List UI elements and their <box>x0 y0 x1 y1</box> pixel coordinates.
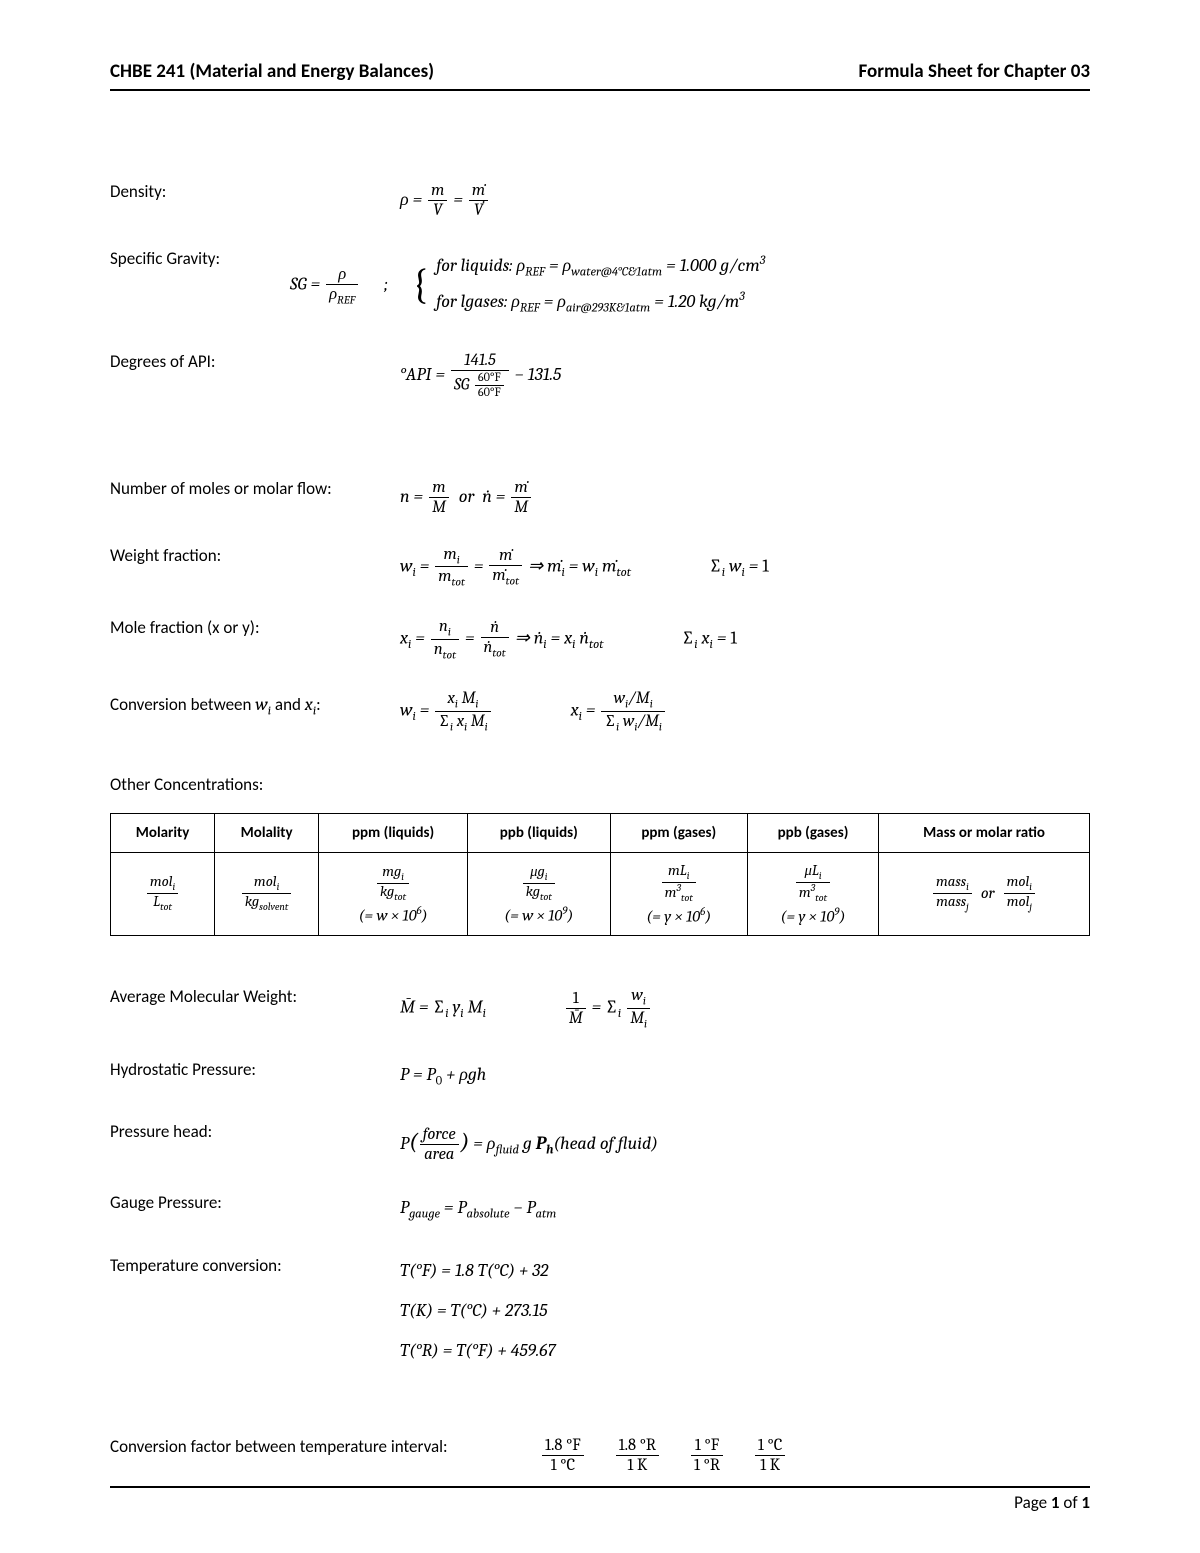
row-avgmw: Average Molecular Weight: M̄ = ∑i yi Mi … <box>110 986 1090 1030</box>
formula-density: ρ = mV = ṁV̇ <box>400 181 490 220</box>
th-ppm-liq: ppm (liquids) <box>319 813 468 852</box>
td-ppm-liq: mgikgtot(= w × 106) <box>319 852 468 936</box>
concentration-table: Molarity Molality ppm (liquids) ppb (liq… <box>110 813 1090 937</box>
label-wfrac: Weight fraction: <box>110 545 400 566</box>
td-ppb-liq: μgikgtot(= w × 109) <box>468 852 610 936</box>
row-wfrac: Weight fraction: wi = mimtot = ṁṁtot ⇒ ṁ… <box>110 545 1090 589</box>
table-header-row: Molarity Molality ppm (liquids) ppb (liq… <box>111 813 1090 852</box>
row-temp-r: T(°R) = T(°F) + 459.67 <box>110 1335 1090 1367</box>
row-temp-k: T(K) = T(°C) + 273.15 <box>110 1295 1090 1327</box>
formula-temp: T(°F) = 1.8 T(°C) + 32 <box>400 1255 548 1287</box>
sg-liquids-val: = 1.000 g/cm <box>662 255 760 276</box>
row-mfrac: Mole fraction (x or y): xi = nintot = ṅṅ… <box>110 617 1090 661</box>
td-molarity: moliLtot <box>111 852 215 936</box>
formula-sg: SG = ρρREF ; { for liquids: ρREF = ρwate… <box>290 248 765 323</box>
label-moles: Number of moles or molar flow: <box>110 478 400 499</box>
row-density: Density: ρ = mV = ṁV̇ <box>110 181 1090 220</box>
th-ppb-gas: ppb (gases) <box>748 813 879 852</box>
header-left: CHBE 241 (Material and Energy Balances) <box>110 60 434 83</box>
formula-conv: wi = xi Mi∑i xi Mi xi = wi/Mi∑i wi/Mi <box>400 689 667 733</box>
row-sg: Specific Gravity: SG = ρρREF ; { for liq… <box>110 248 1090 323</box>
label-phead: Pressure head: <box>110 1121 400 1142</box>
row-convfactor: Conversion factor between temperature in… <box>110 1436 1090 1475</box>
row-phead: Pressure head: P(forcearea) = ρfluid g P… <box>110 1121 1090 1164</box>
formula-gauge: P­gauge = Pabsolute − Patm <box>400 1192 556 1226</box>
row-moles: Number of moles or molar flow: n = mM or… <box>110 478 1090 517</box>
row-api: Degrees of API: °API = 141.5 SG 60°F60°F… <box>110 351 1090 400</box>
formula-temp-r: T(°R) = T(°F) + 459.67 <box>400 1335 556 1367</box>
row-gauge: Gauge Pressure: P­gauge = Pabsolute − Pa… <box>110 1192 1090 1226</box>
formula-convfactor: 1.8 °F1 °C 1.8 °R1 K 1 °F1 °R 1 °C1 K <box>540 1436 787 1475</box>
row-temp: Temperature conversion: T(°F) = 1.8 T(°C… <box>110 1255 1090 1287</box>
api-num: 141.5 <box>451 351 509 371</box>
footer-mid: of <box>1060 1492 1082 1513</box>
table-row: moliLtot molikgsolvent mgikgtot(= w × 10… <box>111 852 1090 936</box>
td-ppb-gas: μLim3tot(= y × 109) <box>748 852 879 936</box>
sg-gases-val: = 1.20 kg/m <box>650 291 739 312</box>
formula-phead: P(forcearea) = ρfluid g Ph(head of fluid… <box>400 1121 658 1164</box>
label-api: Degrees of API: <box>110 351 400 372</box>
label-gauge: Gauge Pressure: <box>110 1192 400 1213</box>
footer-prefix: Page <box>1014 1492 1051 1513</box>
formula-moles: n = mM or ṅ = ṁM <box>400 478 533 517</box>
page-footer: Page 1 of 1 <box>110 1486 1090 1513</box>
label-hydro: Hydrostatic Pressure: <box>110 1059 400 1080</box>
footer-total: 1 <box>1081 1492 1090 1513</box>
api-const2: 131.5 <box>528 363 562 384</box>
row-hydro: Hydrostatic Pressure: P = P0 + ρgh <box>110 1059 1090 1093</box>
th-ppb-liq: ppb (liquids) <box>468 813 610 852</box>
th-ppm-gas: ppm (gases) <box>610 813 747 852</box>
label-convfactor: Conversion factor between temperature in… <box>110 1436 540 1457</box>
page-header: CHBE 241 (Material and Energy Balances) … <box>110 60 1090 91</box>
td-molality: molikgsolvent <box>215 852 319 936</box>
th-molality: Molality <box>215 813 319 852</box>
formula-wfrac: wi = mimtot = ṁṁtot ⇒ ṁi = wi ṁtot ∑i wi… <box>400 545 1090 589</box>
formula-temp-k: T(K) = T(°C) + 273.15 <box>400 1295 547 1327</box>
formula-hydro: P = P0 + ρgh <box>400 1059 486 1093</box>
header-right: Formula Sheet for Chapter 03 <box>859 60 1090 83</box>
subheading-other-conc: Other Concentrations: <box>110 774 1090 795</box>
page: CHBE 241 (Material and Energy Balances) … <box>0 0 1200 1553</box>
formula-avgmw: M̄ = ∑i yi Mi 1M̄ = ∑i wiMi <box>400 986 652 1030</box>
formula-mfrac: xi = nintot = ṅṅtot ⇒ ṅi = xi ṅtot ∑i xi… <box>400 617 1090 661</box>
formula-api: °API = 141.5 SG 60°F60°F − 131.5 <box>400 351 561 400</box>
sg-liquids-prefix: for liquids: <box>436 255 516 276</box>
label-mfrac: Mole fraction (x or y): <box>110 617 400 638</box>
label-conv: Conversion between wi and xi: <box>110 689 400 723</box>
row-conv: Conversion between wi and xi: wi = xi Mi… <box>110 689 1090 733</box>
label-sg: Specific Gravity: <box>110 248 290 269</box>
label-density: Density: <box>110 181 400 202</box>
td-ratio: massimassj or molimolj <box>879 852 1090 936</box>
sg-gases-prefix: for lgases: <box>436 291 511 312</box>
label-temp: Temperature conversion: <box>110 1255 400 1276</box>
footer-page: 1 <box>1051 1492 1060 1513</box>
td-ppm-gas: mLim3tot(= y × 106) <box>610 852 747 936</box>
th-ratio: Mass or molar ratio <box>879 813 1090 852</box>
label-avgmw: Average Molecular Weight: <box>110 986 400 1007</box>
th-molarity: Molarity <box>111 813 215 852</box>
